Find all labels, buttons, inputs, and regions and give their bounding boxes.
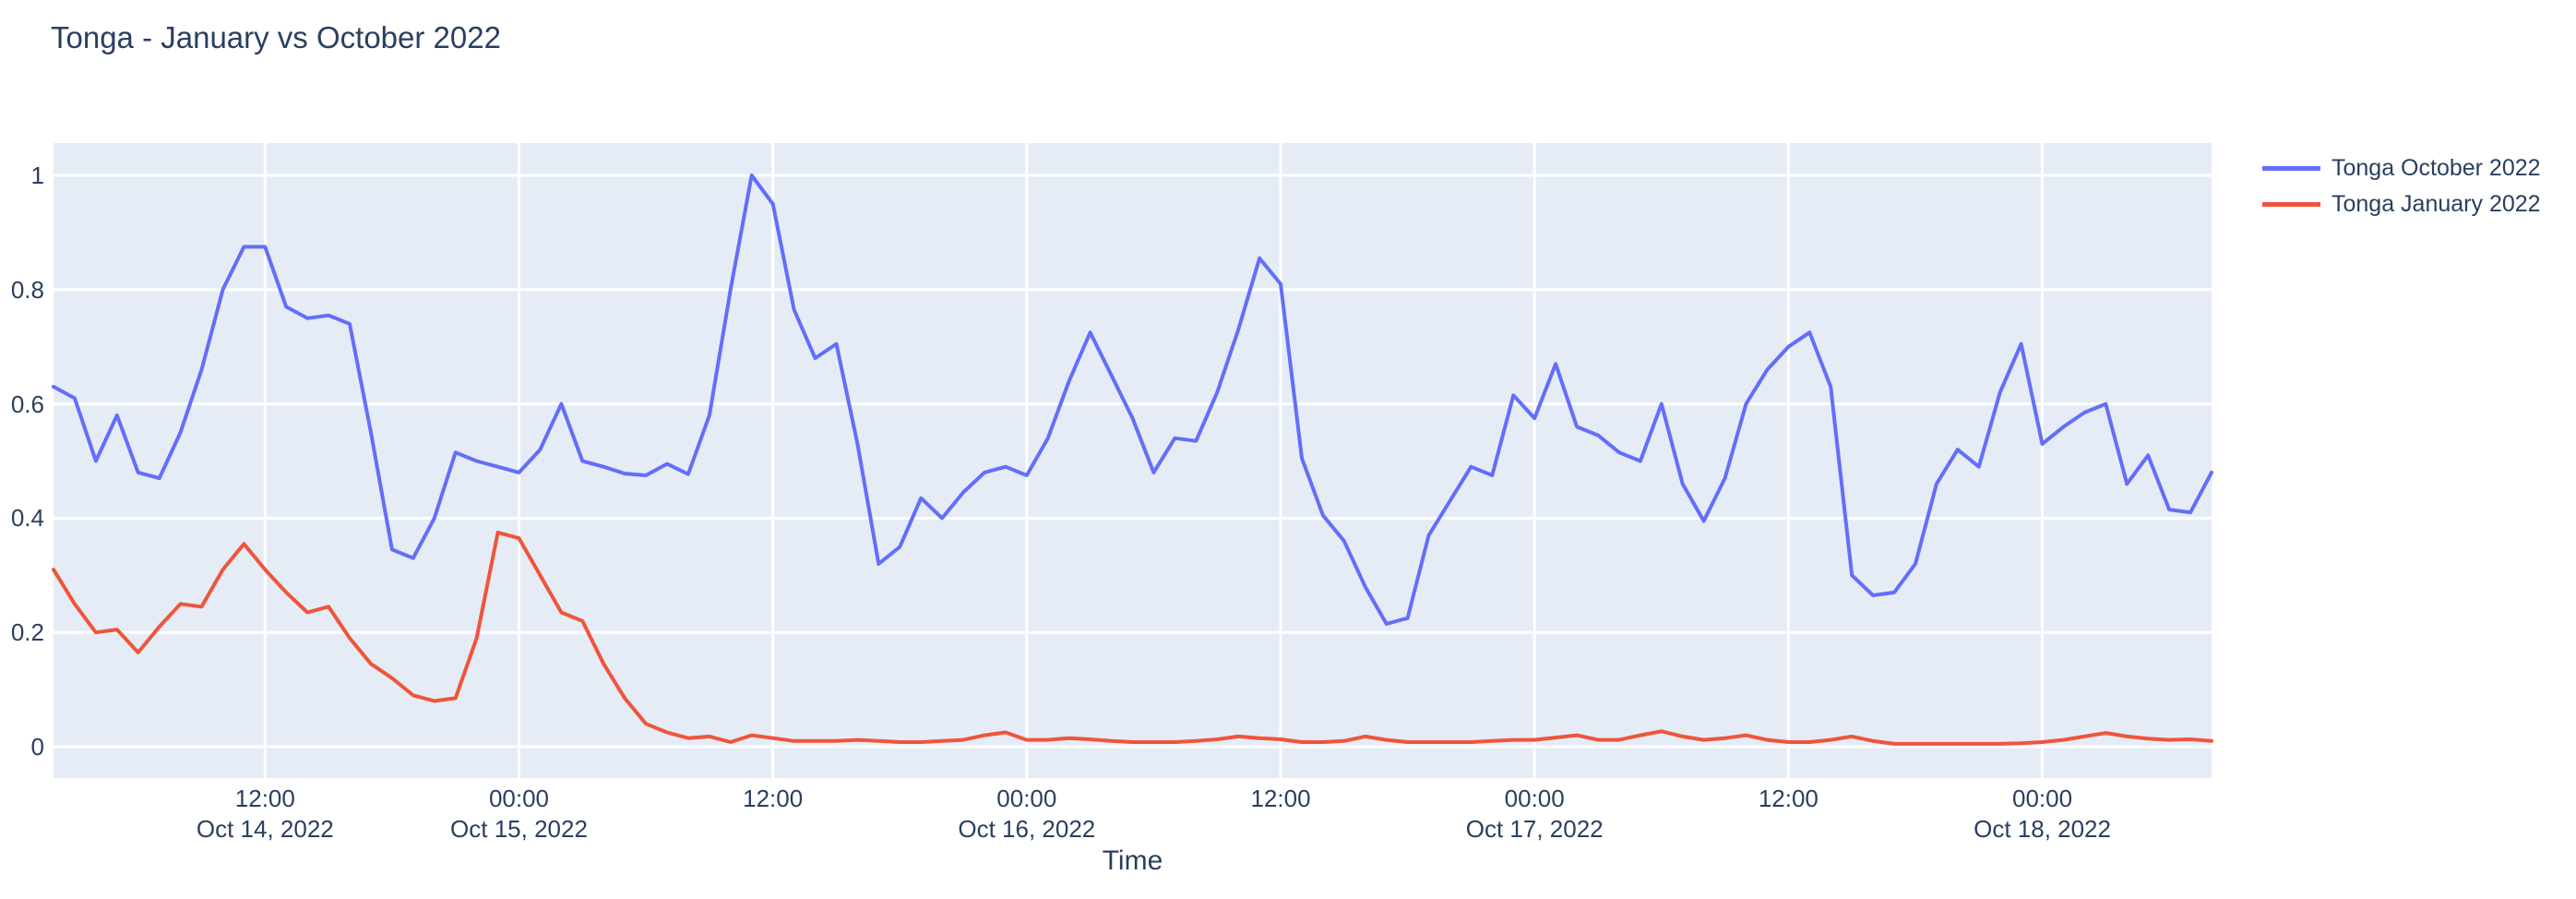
legend-item-tonga-october-2022[interactable]: Tonga October 2022 xyxy=(2262,150,2541,186)
series-line-tonga-october-2022[interactable] xyxy=(52,174,2213,626)
x-tick-label: 00:00 Oct 17, 2022 xyxy=(1466,784,1604,845)
legend-label: Tonga January 2022 xyxy=(2332,191,2541,217)
plot-background[interactable] xyxy=(54,143,2212,778)
x-tick-time: 12:00 xyxy=(1758,785,1819,812)
y-tick-label: 1 xyxy=(30,162,44,189)
legend-item-tonga-january-2022[interactable]: Tonga January 2022 xyxy=(2262,186,2541,222)
x-tick-time: 12:00 xyxy=(743,785,804,812)
x-axis-title: Time xyxy=(1102,845,1163,876)
x-tick-time: 12:00 xyxy=(234,785,295,812)
x-tick-label: 00:00 Oct 16, 2022 xyxy=(958,784,1095,845)
legend-line-swatch xyxy=(2262,166,2320,171)
y-tick-label: 0.2 xyxy=(10,618,44,647)
x-tick-date: Oct 18, 2022 xyxy=(1974,815,2111,843)
y-tick-label: 0.4 xyxy=(10,504,44,533)
y-tick-label: 0.8 xyxy=(10,275,44,304)
series-line-tonga-january-2022[interactable] xyxy=(52,530,2213,746)
x-tick-time: 12:00 xyxy=(1250,785,1311,812)
x-tick-label: 00:00 Oct 15, 2022 xyxy=(450,784,588,845)
legend-line-swatch xyxy=(2262,202,2320,207)
x-tick-time: 00:00 xyxy=(488,785,550,812)
x-tick-label: 12:00 Oct 14, 2022 xyxy=(197,784,334,845)
y-tick-label: 0.6 xyxy=(10,390,44,418)
x-tick-date: Oct 14, 2022 xyxy=(196,815,334,843)
x-tick-label: 00:00 Oct 18, 2022 xyxy=(1974,784,2111,845)
y-tick-label: 0 xyxy=(30,733,44,761)
legend-label: Tonga October 2022 xyxy=(2332,155,2541,181)
chart-title: Tonga - January vs October 2022 xyxy=(51,20,501,54)
x-tick-label: 12:00 xyxy=(743,784,803,814)
x-tick-date: Oct 17, 2022 xyxy=(1465,815,1604,843)
legend: Tonga October 2022 Tonga January 2022 xyxy=(2262,150,2541,222)
x-tick-date: Oct 16, 2022 xyxy=(958,815,1096,843)
x-tick-date: Oct 15, 2022 xyxy=(450,815,588,843)
x-tick-time: 00:00 xyxy=(2012,785,2073,812)
x-tick-time: 00:00 xyxy=(1504,785,1565,812)
x-tick-label: 12:00 xyxy=(1759,784,1819,814)
x-tick-time: 00:00 xyxy=(996,785,1057,812)
x-tick-label: 12:00 xyxy=(1250,784,1310,814)
